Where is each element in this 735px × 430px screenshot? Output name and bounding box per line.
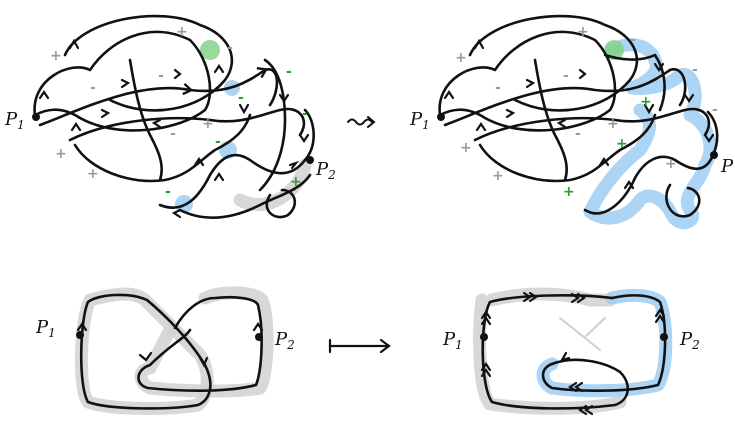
blue-highlight-path — [536, 288, 673, 398]
label-p2: P2 — [274, 329, 295, 352]
sign-plus: + — [607, 116, 619, 132]
arrowheads — [38, 38, 310, 219]
arrowheads — [76, 322, 264, 368]
knot-strand — [478, 113, 657, 183]
knot-strand — [33, 30, 212, 132]
knot-strand — [258, 58, 287, 192]
base-point-p2 — [660, 333, 668, 341]
label-p1: P1 — [409, 109, 430, 132]
knot-strand — [265, 188, 297, 219]
label-p1: P1 — [35, 317, 56, 340]
sign-plus: + — [616, 136, 628, 152]
loop-strand — [148, 328, 192, 367]
base-point-p1 — [76, 331, 84, 339]
sign-minus: - — [238, 90, 244, 106]
base-point-p2 — [710, 151, 718, 159]
knot-strand — [468, 14, 639, 112]
faint-crossing-line — [585, 317, 606, 337]
label-p2: P2 — [315, 159, 336, 182]
knot-strand — [443, 68, 687, 127]
sign-plus: + — [455, 50, 467, 66]
top-right-knot-panel: P1 P + + - - - - + + + - - + + + + — [409, 14, 734, 230]
loop-strand — [79, 293, 212, 410]
sign-minus: - — [575, 126, 581, 142]
sign-plus: + — [492, 168, 504, 184]
knot-strand — [533, 58, 568, 182]
knot-strand — [473, 107, 711, 142]
knot-strand — [665, 183, 701, 218]
label-p1: P1 — [4, 109, 25, 132]
loop-strand — [137, 295, 263, 392]
sign-minus: - — [165, 184, 171, 200]
sign-plus: + — [202, 116, 214, 132]
label-p2: P2 — [679, 329, 700, 352]
sign-minus: - — [170, 126, 176, 142]
knot-strand — [583, 110, 719, 215]
faint-crossing-line — [559, 317, 601, 351]
base-point-p2 — [306, 156, 314, 164]
sign-plus: + — [87, 166, 99, 182]
base-point-p2 — [255, 333, 263, 341]
sign-plus: + — [460, 140, 472, 156]
arrowheads — [480, 291, 666, 416]
loop-strand — [481, 294, 629, 410]
knot-strand — [128, 58, 163, 182]
sign-plus: + — [50, 48, 62, 64]
knot-strand — [178, 173, 312, 219]
base-point-p1 — [32, 113, 40, 121]
label-p1: P1 — [442, 329, 463, 352]
sign-minus: - — [227, 40, 233, 56]
sign-plus: + — [55, 146, 67, 162]
bottom-right-loop-panel: P1 P2 — [442, 287, 700, 416]
loop-strand — [541, 294, 667, 392]
knot-strand — [438, 30, 617, 132]
bottom-left-loop-panel: P1 P2 — [35, 286, 295, 415]
maps-to-arrow — [328, 338, 391, 354]
sign-plus: + — [577, 24, 589, 40]
sign-plus: + — [640, 94, 652, 110]
green-highlight — [200, 40, 220, 60]
knot-strand — [38, 67, 279, 127]
knot-strand — [63, 14, 234, 112]
sign-minus: - — [215, 134, 221, 150]
sign-minus: - — [158, 68, 164, 84]
squiggle-arrow — [347, 116, 376, 128]
sign-plus: + — [176, 24, 188, 40]
base-point-p1 — [437, 113, 445, 121]
base-point-p1 — [480, 333, 488, 341]
arrowheads — [443, 38, 715, 190]
sign-minus: - — [495, 80, 501, 96]
sign-minus: - — [286, 64, 292, 80]
knot-strand — [603, 53, 666, 112]
label-p2-cut: P — [720, 156, 734, 177]
sign-minus: - — [630, 32, 636, 48]
sign-plus: + — [665, 156, 677, 172]
knot-strand — [73, 113, 252, 183]
knot-strand — [68, 107, 306, 142]
knot-strand — [158, 108, 315, 209]
sign-minus: - — [563, 68, 569, 84]
sign-minus: - — [692, 62, 698, 78]
sign-plus: + — [563, 184, 575, 200]
crossing-signs: + + - - - - + + + - - + + + + — [455, 24, 718, 200]
sign-plus: + — [290, 174, 302, 190]
crossing-signs: + + - - - - + + + - - - - - + — [50, 24, 308, 200]
sign-minus: - — [712, 102, 718, 118]
sign-minus: - — [90, 80, 96, 96]
top-left-knot-panel: P1 P2 + + - - - - + + + - - - - - + — [4, 14, 336, 219]
sign-minus: - — [302, 106, 308, 122]
